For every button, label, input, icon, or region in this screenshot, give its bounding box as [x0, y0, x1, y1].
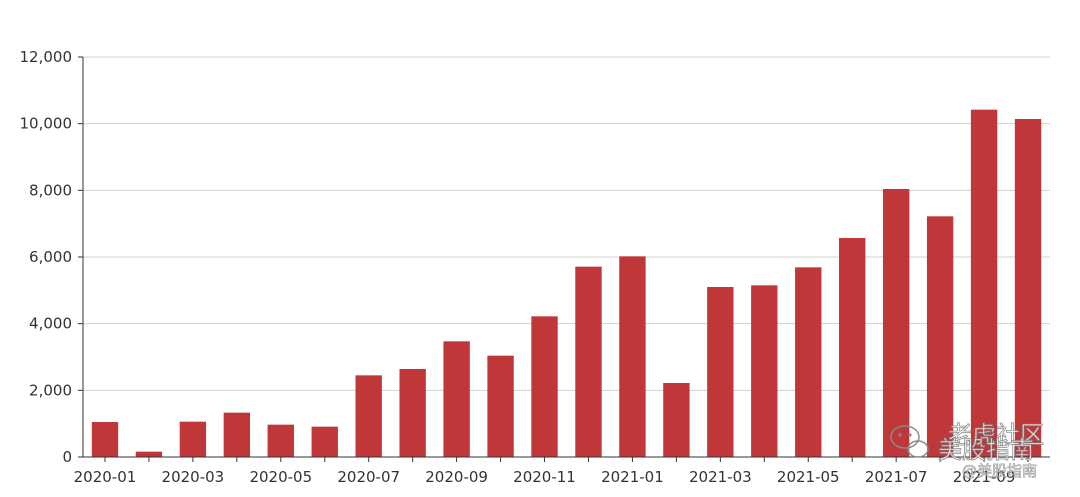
x-tick-label: 2021-07	[865, 468, 928, 486]
bar-2021-02	[663, 383, 690, 457]
x-tick-label: 2020-01	[74, 468, 137, 486]
bar-2021-10	[1014, 119, 1042, 457]
bars	[91, 109, 1042, 458]
x-tick-label: 2021-09	[953, 468, 1016, 486]
bar-2020-05	[267, 424, 294, 457]
bar-2020-11	[531, 316, 558, 457]
bar-2020-10	[487, 355, 514, 457]
bar-2020-09	[443, 341, 470, 457]
bar-2020-04	[223, 412, 251, 457]
bar-2021-08	[926, 216, 954, 457]
wechat-logo-icon	[890, 425, 929, 458]
y-tick-label: 8,000	[29, 181, 72, 199]
x-tick-label: 2020-05	[249, 468, 312, 486]
x-tick-label: 2020-07	[337, 468, 400, 486]
x-tick-label: 2021-01	[601, 468, 664, 486]
y-tick-labels: 0 2,000 4,000 6,000 8,000 10,000 12,000	[20, 48, 83, 466]
bar-2021-05	[795, 267, 822, 457]
watermark: 老虎社区 美股指南 @美股指南	[890, 421, 1044, 480]
watermark-brand: 老虎社区	[948, 421, 1044, 449]
bar-2021-03	[707, 287, 734, 457]
x-tick-label: 2021-05	[777, 468, 840, 486]
x-tick-label: 2020-11	[513, 468, 576, 486]
bar-2021-09	[970, 109, 998, 458]
bar-2020-06	[311, 426, 338, 457]
watermark-line1: 美股指南	[938, 436, 1034, 464]
y-tick-label: 10,000	[20, 115, 73, 133]
bar-2020-07	[355, 375, 382, 457]
x-tick-label: 2021-03	[689, 468, 752, 486]
bar-2020-03	[179, 421, 207, 457]
x-tick-label: 2020-03	[162, 468, 225, 486]
bar-2021-07	[882, 189, 910, 457]
bar-2021-01	[619, 256, 646, 457]
y-tick-label: 4,000	[29, 315, 72, 333]
bar-2020-02	[135, 451, 163, 457]
x-tick-label: 2020-09	[425, 468, 488, 486]
bar-2021-06	[839, 238, 866, 457]
bar-2020-01	[91, 422, 119, 457]
y-tick-label: 2,000	[29, 381, 72, 399]
y-tick-label: 6,000	[29, 248, 72, 266]
y-tick-label: 12,000	[20, 48, 73, 66]
bar-2020-08	[399, 369, 426, 457]
watermark-line2: @美股指南	[962, 462, 1037, 480]
bar-2020-12	[575, 266, 602, 457]
bar-2021-04	[751, 285, 778, 457]
x-tick-labels: 2020-01 2020-03 2020-05 2020-07 2020-09 2020-…	[74, 457, 1029, 486]
y-tick-label: 0	[62, 448, 72, 466]
